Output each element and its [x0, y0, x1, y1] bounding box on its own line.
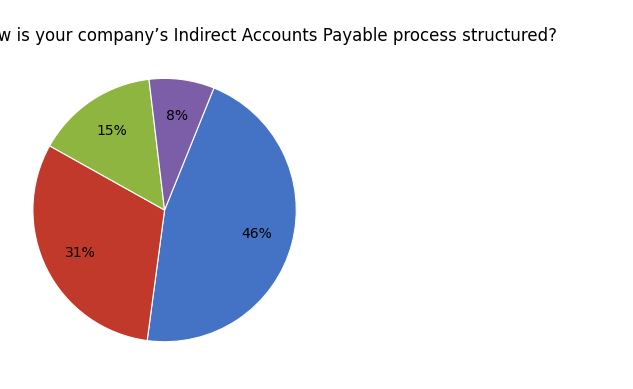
Wedge shape	[149, 79, 214, 210]
Legend: All invoices processed by one AP team through one
AP system, Invoices processed : All invoices processed by one AP team th…	[335, 139, 633, 289]
Text: How is your company’s Indirect Accounts Payable process structured?: How is your company’s Indirect Accounts …	[0, 27, 557, 45]
Wedge shape	[49, 79, 165, 210]
Text: 46%: 46%	[241, 227, 272, 241]
Wedge shape	[147, 88, 296, 342]
Wedge shape	[33, 146, 165, 340]
Text: 15%: 15%	[96, 124, 127, 138]
Text: 8%: 8%	[166, 109, 188, 123]
Text: 31%: 31%	[65, 245, 95, 259]
